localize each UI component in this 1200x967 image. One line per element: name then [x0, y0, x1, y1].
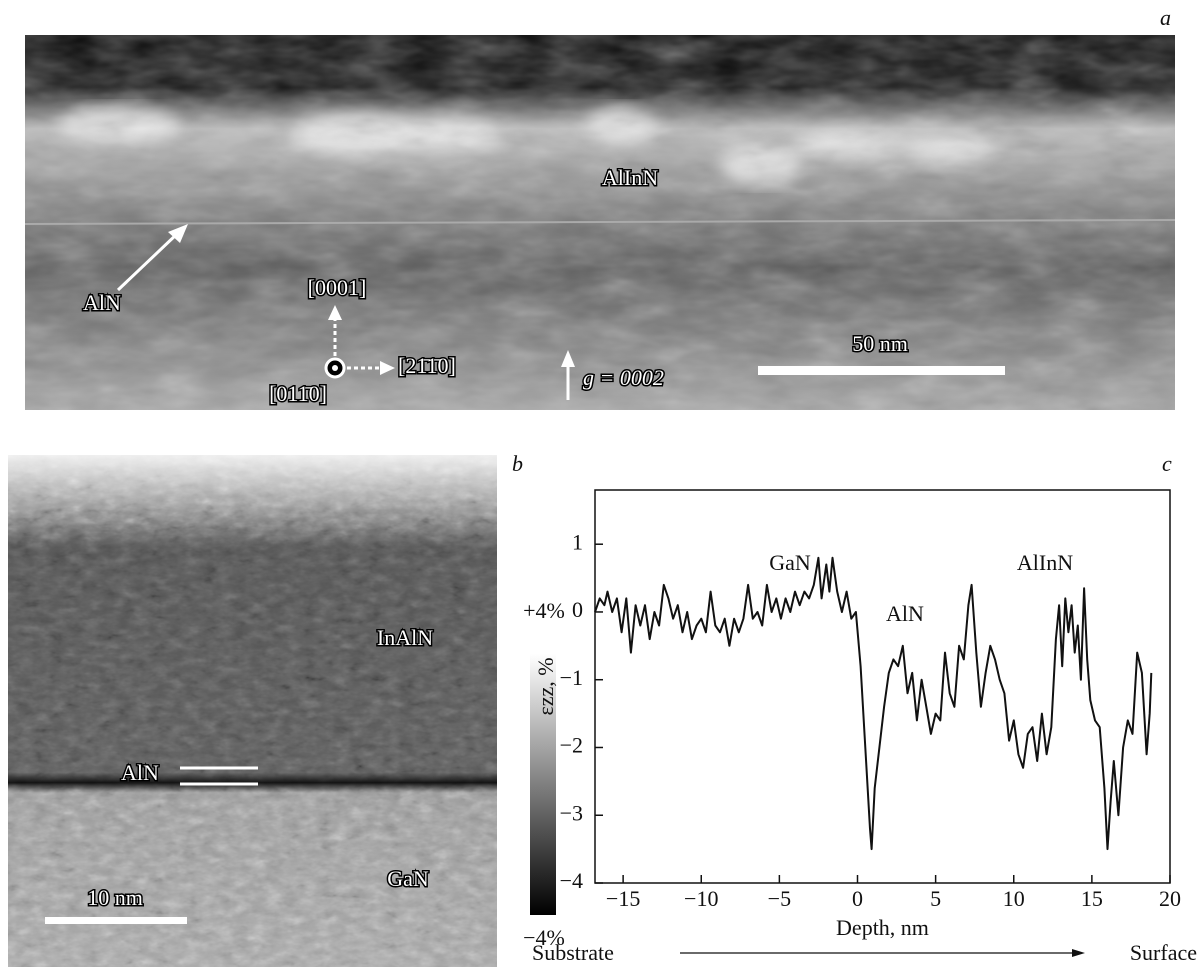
layer-label: AlN — [121, 760, 159, 785]
x-tick-label: 10 — [1003, 886, 1025, 911]
x-tick-label: 5 — [930, 886, 941, 911]
panel-letter: c — [1162, 451, 1172, 476]
x-tick-label: −10 — [684, 886, 718, 911]
direction-label: [0001] — [308, 275, 367, 300]
x-tick-label: −5 — [768, 886, 791, 911]
scale-bar — [45, 917, 187, 924]
plot-frame — [595, 490, 1170, 883]
layer-label: GaN — [387, 866, 429, 891]
scale-bar-label: 50 nm — [852, 331, 908, 356]
x-tick-label: −15 — [606, 886, 640, 911]
view-axis-dot — [332, 365, 338, 371]
scale-bar — [758, 366, 1005, 375]
x-tick-label: 20 — [1159, 886, 1181, 911]
annotation: AlInN — [1017, 550, 1073, 575]
y-tick-label: −1 — [560, 665, 583, 690]
x-axis-label: Depth, nm — [836, 915, 929, 940]
data-line — [595, 558, 1151, 849]
x-tick-label: 0 — [852, 886, 863, 911]
layer-label: AlN — [83, 290, 121, 315]
layer-label: InAlN — [377, 625, 433, 650]
arrow-head — [1072, 949, 1085, 957]
y-tick-label: −2 — [560, 733, 583, 758]
colorbar-label: +4% — [523, 598, 565, 623]
direction-label: Surface — [1130, 940, 1197, 965]
figure: a AlInN AlN [0001] [21̄1̄0] [011̄0] g = … — [0, 0, 1200, 967]
y-tick-label: −3 — [560, 800, 583, 825]
direction-label: Substrate — [532, 940, 614, 965]
annotation: GaN — [769, 550, 811, 575]
annotation: AlN — [886, 601, 924, 626]
y-tick-label: −4 — [560, 868, 583, 893]
y-tick-label: 1 — [572, 529, 583, 554]
micrograph-a — [25, 35, 1175, 410]
direction-label: [21̄1̄0] — [398, 353, 456, 378]
y-tick-label: 0 — [572, 597, 583, 622]
x-tick-label: 15 — [1081, 886, 1103, 911]
panel-letter: a — [1160, 5, 1171, 30]
g-vector-label: g = 0002 — [583, 365, 664, 390]
y-axis-label: εzz, % — [533, 657, 558, 715]
direction-label: [011̄0] — [269, 381, 327, 406]
layer-label: AlInN — [602, 165, 658, 190]
scale-bar-label: 10 nm — [87, 885, 143, 910]
panel-letter: b — [512, 451, 523, 476]
